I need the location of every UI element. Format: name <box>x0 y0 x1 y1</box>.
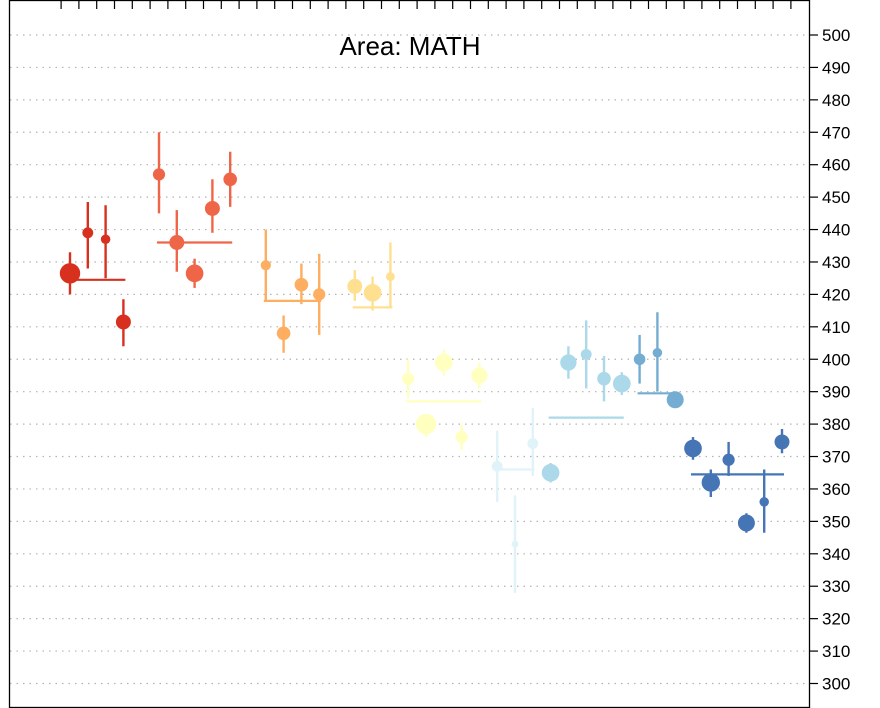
data-points <box>59 132 790 593</box>
data-point <box>541 463 560 482</box>
data-point <box>185 264 204 283</box>
data-point <box>82 227 94 239</box>
y-tick-label: 390 <box>822 383 850 402</box>
data-point <box>223 172 237 187</box>
data-point <box>402 372 415 385</box>
data-point <box>612 374 631 393</box>
y-tick-label: 450 <box>822 188 850 207</box>
chart-title: Area: MATH <box>339 31 480 61</box>
data-point <box>684 439 702 458</box>
plot-frame <box>8 0 811 708</box>
data-point <box>260 260 271 271</box>
y-tick-label: 310 <box>822 642 850 661</box>
data-point <box>115 314 131 330</box>
data-point <box>204 200 220 216</box>
data-point <box>774 434 790 450</box>
data-point <box>415 413 437 435</box>
y-tick-label: 320 <box>822 610 850 629</box>
data-point <box>737 514 755 532</box>
y-tick-label: 410 <box>822 318 850 337</box>
top-axis-ticks <box>60 0 792 9</box>
data-point <box>633 353 646 366</box>
data-point <box>759 497 769 507</box>
data-point <box>100 234 111 245</box>
y-tick-label: 420 <box>822 285 850 304</box>
data-point <box>597 371 611 386</box>
data-point <box>560 354 577 371</box>
data-point <box>455 430 468 444</box>
y-tick-label: 460 <box>822 156 850 175</box>
group-means <box>68 241 784 476</box>
y-tick-label: 380 <box>822 415 850 434</box>
data-point <box>276 326 291 341</box>
data-point <box>347 278 363 294</box>
data-point <box>313 288 326 301</box>
y-tick-label: 470 <box>822 123 850 142</box>
y-axis: 300 310 320 330 340 350 360 370 380 390 400 410 420 4… <box>810 26 850 694</box>
data-point <box>152 168 166 181</box>
y-tick-label: 480 <box>822 91 850 110</box>
data-point <box>59 263 81 284</box>
data-point <box>169 235 185 251</box>
y-tick-label: 350 <box>822 512 850 531</box>
data-point <box>652 348 663 358</box>
gridlines <box>10 34 810 685</box>
data-point <box>434 353 453 372</box>
data-point <box>471 367 488 384</box>
data-point <box>701 473 720 492</box>
y-tick-label: 500 <box>822 26 850 45</box>
data-point <box>363 283 382 302</box>
data-point <box>722 453 735 466</box>
y-tick-label: 440 <box>822 221 850 240</box>
y-tick-label: 360 <box>822 480 850 499</box>
y-tick-label: 400 <box>822 350 850 369</box>
y-tick-label: 430 <box>822 253 850 272</box>
data-point <box>294 277 309 292</box>
y-tick-label: 340 <box>822 545 850 564</box>
y-tick-label: 330 <box>822 577 850 596</box>
data-point <box>580 348 592 360</box>
data-point <box>666 391 684 409</box>
data-point <box>527 438 539 449</box>
data-point <box>491 460 503 472</box>
y-tick-label: 300 <box>822 675 850 694</box>
y-tick-label: 370 <box>822 448 850 467</box>
data-point <box>511 540 519 548</box>
y-tick-label: 490 <box>822 58 850 77</box>
data-point <box>385 272 395 281</box>
